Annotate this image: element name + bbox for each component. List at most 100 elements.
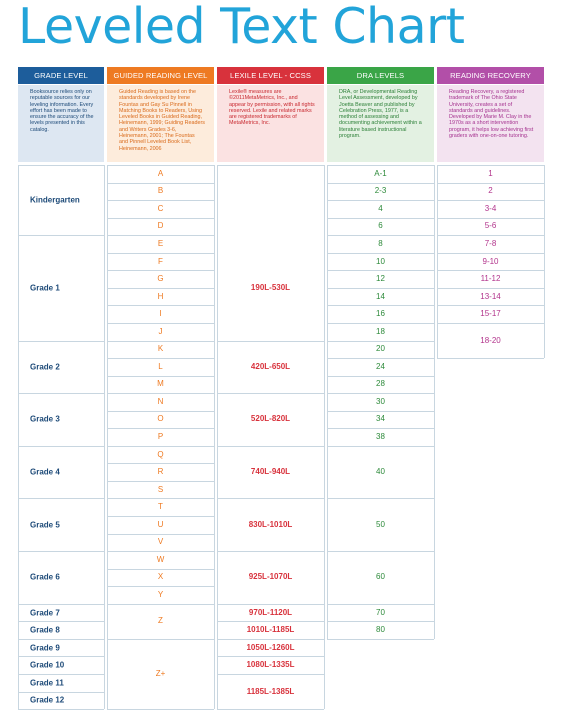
grid-line xyxy=(217,445,324,447)
page-title: Leveled Text Chart xyxy=(18,0,465,55)
reading-recovery-level: 9-10 xyxy=(482,256,499,266)
grid-line xyxy=(107,217,214,219)
guided-reading-level: Y xyxy=(157,589,164,599)
reading-recovery-description: Reading Recovery, a registered trademark… xyxy=(437,85,544,162)
lexile-level: 190L-530L xyxy=(250,282,291,292)
guided-reading-level: N xyxy=(157,396,164,406)
dra-level: 28 xyxy=(376,379,385,389)
guided-reading-level: G xyxy=(157,274,164,284)
guided-reading-level: E xyxy=(157,238,164,248)
lexile-level: 970L-1120L xyxy=(248,607,293,617)
grid-line xyxy=(18,498,104,500)
grid-line xyxy=(107,340,214,342)
guided-reading-level: J xyxy=(158,326,163,336)
lexile-level: 1080L-1335L xyxy=(246,660,295,670)
grid-line xyxy=(18,621,104,623)
reading-recovery-level: 11-12 xyxy=(480,274,501,284)
dra-level: 10 xyxy=(376,256,385,266)
grid-line xyxy=(107,463,214,465)
grid-line xyxy=(327,428,434,430)
guided-reading-level: A xyxy=(157,168,164,178)
grade-label: Grade 6 xyxy=(30,572,60,582)
grade-level-header: GRADE LEVEL xyxy=(18,67,104,84)
grid-line xyxy=(107,182,214,184)
grid-line xyxy=(327,498,434,500)
grid-line xyxy=(18,691,104,693)
grid-line xyxy=(214,165,215,710)
reading-recovery-level: 13-14 xyxy=(480,291,501,301)
lexile-level: 1010L-1185L xyxy=(246,625,295,635)
grade-label: Grade 5 xyxy=(30,520,60,530)
dra-level: 4 xyxy=(378,203,383,213)
grid-line xyxy=(107,480,214,482)
grade-label: Grade 7 xyxy=(30,608,60,618)
guided-reading-level: K xyxy=(157,344,164,354)
grid-line xyxy=(18,603,104,605)
grid-line xyxy=(107,322,214,324)
reading-recovery-level: 2 xyxy=(488,186,493,196)
guided-reading-level: S xyxy=(157,484,164,494)
grade-label: Grade 1 xyxy=(30,283,60,293)
grid-line xyxy=(18,673,104,675)
grid-line xyxy=(217,498,324,500)
grid-line xyxy=(217,340,324,342)
guided-reading-level: W xyxy=(156,554,165,564)
grid-line xyxy=(437,165,438,359)
grid-line xyxy=(327,358,434,360)
guided-reading-level: I xyxy=(159,309,162,319)
guided-reading-level: Z+ xyxy=(155,668,166,678)
grade-label: Grade 2 xyxy=(30,362,60,372)
grid-line xyxy=(437,252,544,254)
reading-recovery-level: 5-6 xyxy=(484,221,497,231)
grid-line xyxy=(217,638,324,640)
guided-reading-header: GUIDED READING LEVEL xyxy=(107,67,214,84)
grid-line xyxy=(107,270,214,272)
lexile-level: 420L-650L xyxy=(250,361,291,371)
guided-reading-level: D xyxy=(157,221,164,231)
grid-line xyxy=(107,358,214,360)
dra-level: 38 xyxy=(376,432,385,442)
dra-description: DRA, or Developmental Reading Level Asse… xyxy=(327,85,434,162)
grid-line xyxy=(437,270,544,272)
grid-line xyxy=(437,322,544,324)
grid-line xyxy=(217,393,324,395)
grid-line xyxy=(18,709,104,711)
grid-line xyxy=(327,445,434,447)
dra-header: DRA LEVELS xyxy=(327,67,434,84)
grid-line xyxy=(107,287,214,289)
dra-level: 34 xyxy=(376,414,385,424)
grid-line xyxy=(327,200,434,202)
grid-line xyxy=(107,252,214,254)
grid-line xyxy=(107,305,214,307)
lexile-level: 1050L-1260L xyxy=(246,642,295,652)
guided-reading-level: T xyxy=(158,502,163,512)
guided-reading-level: Z xyxy=(158,616,163,626)
guided-reading-level: M xyxy=(157,379,164,389)
grid-line xyxy=(437,235,544,237)
grade-label: Grade 12 xyxy=(30,695,65,705)
grade-label: Grade 8 xyxy=(30,625,60,635)
dra-level: 24 xyxy=(376,361,385,371)
grid-line xyxy=(18,445,104,447)
guided-reading-level: B xyxy=(157,186,164,196)
reading-recovery-level: 1 xyxy=(488,168,493,178)
grid-line xyxy=(107,568,214,570)
grid-line xyxy=(437,165,544,166)
grid-line xyxy=(107,428,214,430)
guided-reading-level: F xyxy=(158,256,163,266)
reading-recovery-header: READING RECOVERY xyxy=(437,67,544,84)
dra-level: 40 xyxy=(376,467,385,477)
lexile-description: Lexile® measures are ©2011MetaMetrics, I… xyxy=(217,85,324,162)
grade-label: Grade 3 xyxy=(30,414,60,424)
grid-line xyxy=(437,305,544,307)
reading-recovery-level: 18-20 xyxy=(480,335,501,345)
guided-reading-description: Guided Reading is based on the standards… xyxy=(107,85,214,162)
dra-level: 6 xyxy=(378,221,383,231)
lexile-level: 520L-820L xyxy=(250,414,291,424)
grade-label: Grade 9 xyxy=(30,643,60,653)
grid-line xyxy=(217,673,324,675)
dra-level: 60 xyxy=(376,572,385,582)
grid-line xyxy=(217,603,324,605)
guided-reading-level: Q xyxy=(157,449,164,459)
grid-line xyxy=(217,551,324,553)
